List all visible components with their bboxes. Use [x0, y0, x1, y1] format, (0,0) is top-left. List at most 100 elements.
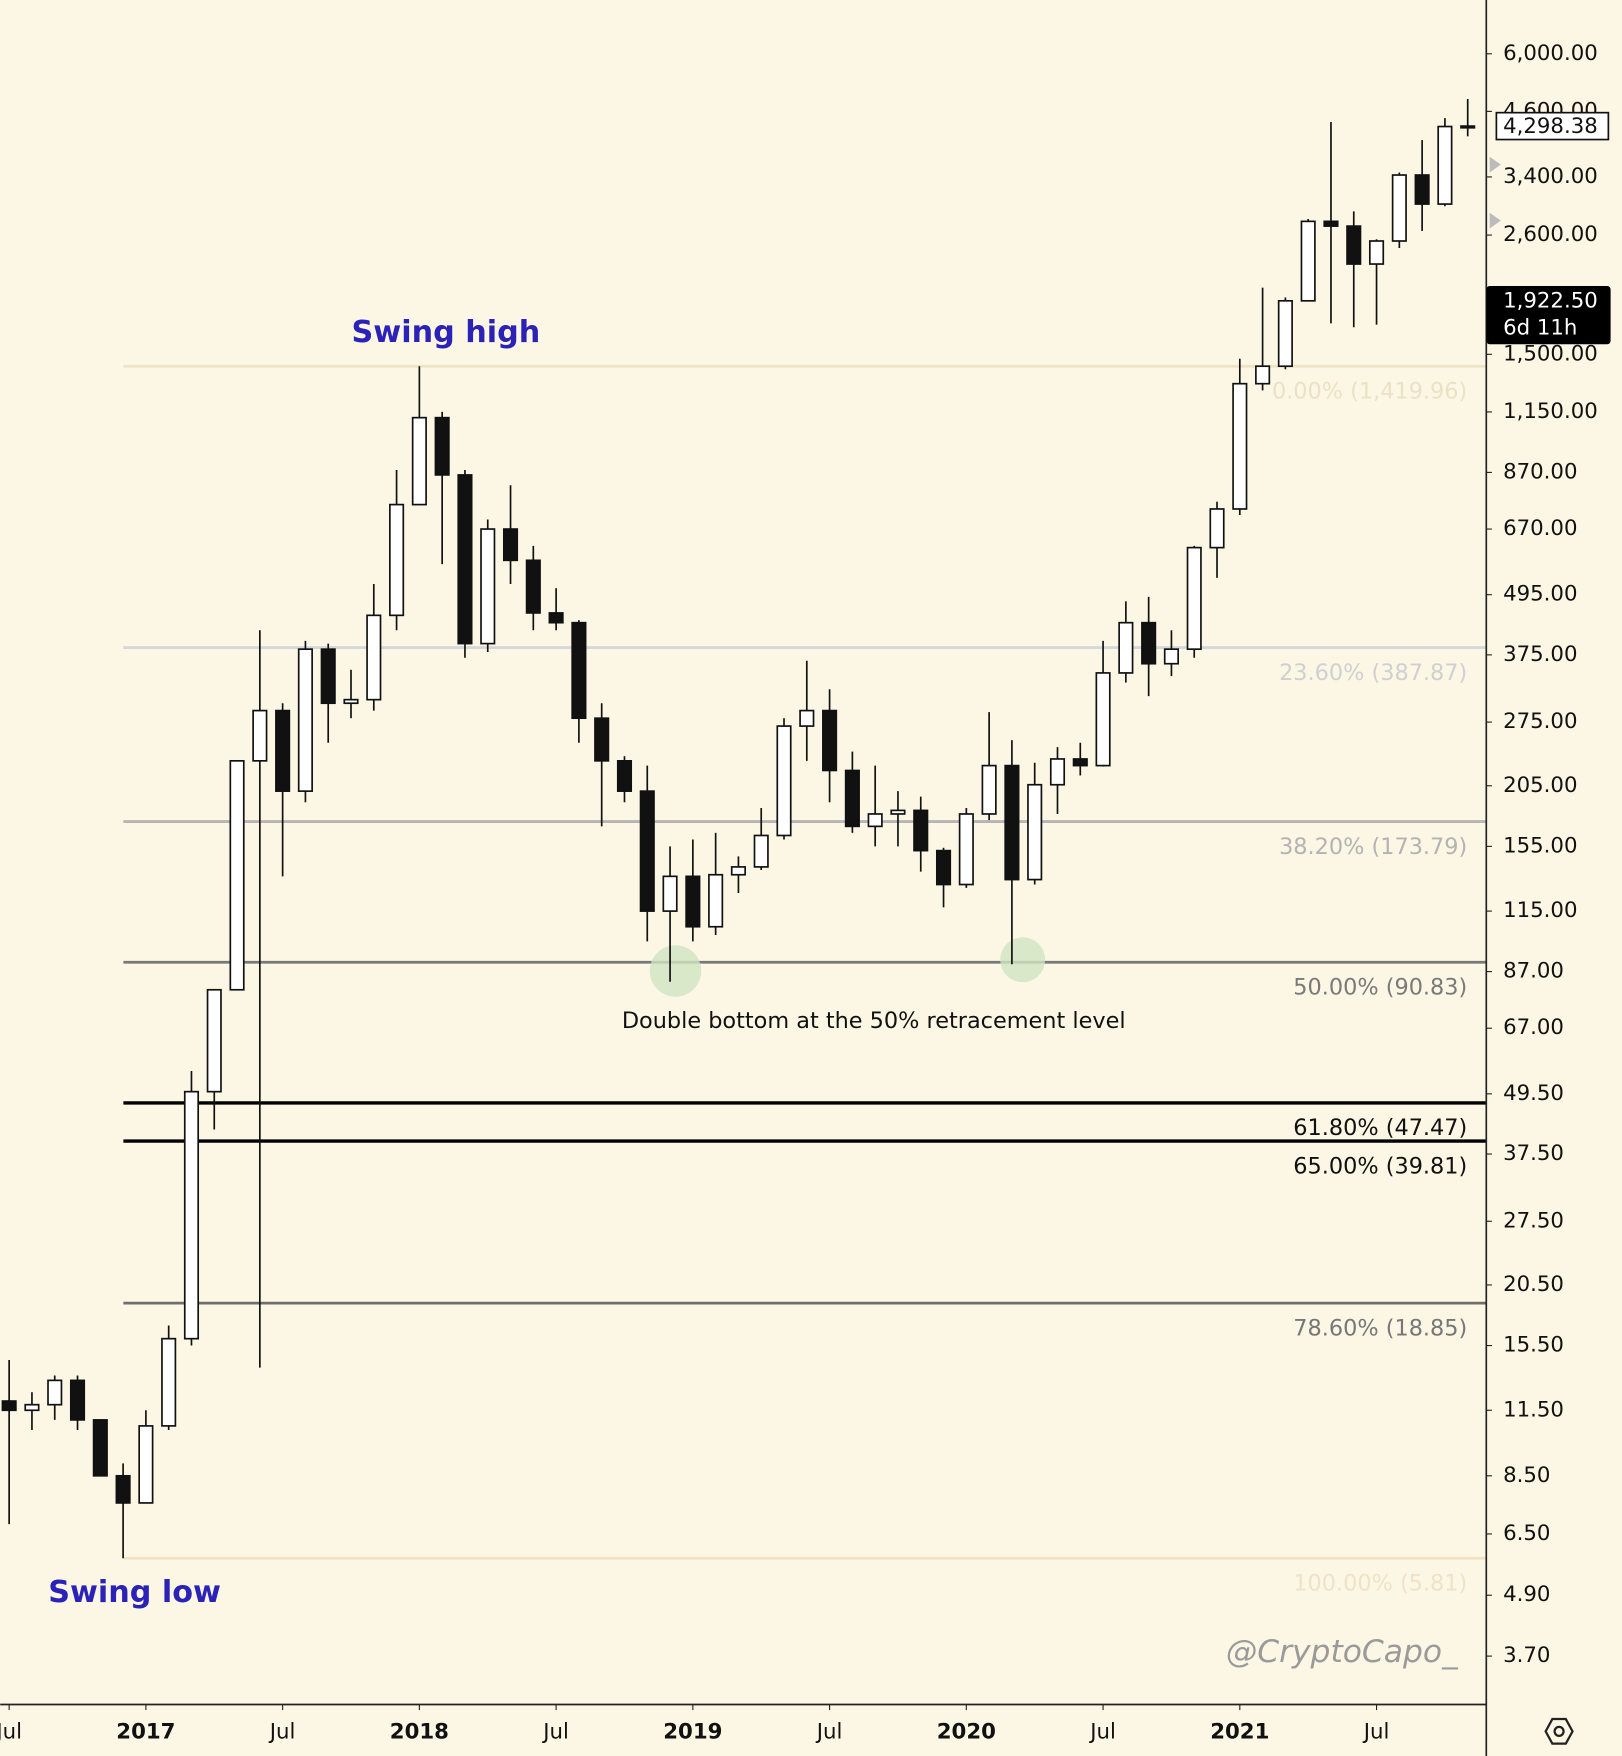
candle-body	[548, 612, 564, 624]
countdown-box	[1486, 285, 1611, 345]
candle-body	[115, 1474, 131, 1504]
candle-body	[252, 709, 268, 762]
y-tick-label: 155.00	[1503, 833, 1577, 858]
x-tick-label: Jul	[1362, 1719, 1390, 1744]
fib-label: 65.00% (39.81)	[1293, 1153, 1467, 1179]
x-tick-label: 2021	[1210, 1719, 1269, 1744]
candle-body	[24, 1403, 40, 1412]
candle-body	[457, 474, 473, 645]
candle-body	[981, 764, 997, 815]
candle-body	[1255, 365, 1271, 385]
candle-body	[320, 648, 336, 705]
last-price-label: 4,298.38	[1503, 114, 1598, 139]
candle-body	[1, 1400, 17, 1412]
candle-body	[138, 1425, 154, 1504]
candle-body	[776, 725, 792, 837]
x-tick-label: Jul	[541, 1719, 569, 1744]
y-tick-label: 870.00	[1503, 459, 1577, 484]
candle-body	[69, 1379, 86, 1421]
swing-low-label: Swing low	[48, 1575, 221, 1610]
candle-body	[1072, 758, 1088, 767]
y-tick-label: 20.50	[1503, 1272, 1564, 1297]
countdown-price-label: 1,922.50	[1503, 289, 1598, 314]
y-tick-label: 27.50	[1503, 1208, 1564, 1233]
candle-body	[1118, 621, 1134, 674]
fib-levels: 0.00% (1,419.96) 23.60% (387.87) 38.20% (1…	[123, 364, 1487, 1597]
y-tick-label: 275.00	[1503, 709, 1577, 734]
y-tick-label: 3.70	[1503, 1643, 1550, 1668]
candle-body	[1346, 225, 1362, 265]
highlight-circle	[1000, 937, 1046, 983]
x-axis: Jul 2017 Jul 2018 Jul 2019 Jul 2020 Jul 2021 Jul	[0, 1704, 1389, 1744]
y-tick-label: 6,000.00	[1503, 41, 1598, 66]
marker	[1489, 156, 1501, 173]
candle-body	[183, 1090, 200, 1340]
candle-body	[639, 790, 655, 912]
x-tick-label: Jul	[1088, 1719, 1116, 1744]
candle-body	[480, 528, 496, 645]
candle-body	[571, 621, 587, 720]
settings-icon[interactable]	[1544, 1717, 1574, 1745]
candle-body	[1368, 240, 1385, 265]
candle-body	[1323, 220, 1339, 227]
candle-body	[229, 759, 245, 991]
candle-body	[1460, 125, 1476, 129]
y-tick-label: 1,150.00	[1503, 399, 1598, 424]
fib-label: 78.60% (18.85)	[1293, 1315, 1467, 1341]
y-tick-label: 49.50	[1503, 1081, 1564, 1106]
y-tick-label: 3,400.00	[1503, 164, 1598, 189]
fib-label: 38.20% (173.79)	[1279, 834, 1467, 860]
candle-body	[1414, 174, 1430, 205]
candle-body	[502, 528, 519, 562]
y-tick-label: 495.00	[1503, 582, 1577, 607]
candle-body	[1232, 382, 1248, 510]
candle-body	[434, 416, 450, 476]
x-tick-label: 2017	[116, 1719, 175, 1744]
y-tick-label: 87.00	[1503, 959, 1564, 984]
y-tick-label: 4.90	[1503, 1582, 1550, 1607]
candle-body	[1004, 764, 1020, 881]
candle-body	[913, 809, 929, 852]
y-tick-label: 37.50	[1503, 1141, 1564, 1166]
x-tick-label: Jul	[815, 1719, 843, 1744]
candle-body	[616, 759, 633, 792]
candle-body	[799, 709, 815, 727]
y-tick-label: 670.00	[1503, 516, 1577, 541]
last-price-box	[1495, 111, 1610, 141]
x-tick-label: 2019	[663, 1719, 722, 1744]
x-tick-label: 2020	[937, 1719, 996, 1744]
swing-high-label: Swing high	[352, 315, 541, 350]
candle-body	[935, 849, 952, 886]
candle-body	[958, 813, 974, 886]
candle-body	[411, 416, 427, 506]
candles	[1, 99, 1476, 1559]
candle-body	[708, 873, 724, 928]
candle-body	[1391, 174, 1407, 242]
candle-body	[1186, 546, 1202, 650]
candle-body	[1300, 220, 1316, 302]
y-tick-label: 6.50	[1503, 1521, 1550, 1546]
fib-label: 100.00% (5.81)	[1293, 1571, 1467, 1597]
x-tick-label: 2018	[390, 1719, 449, 1744]
marker	[1489, 212, 1501, 229]
y-tick-label: 205.00	[1503, 773, 1577, 798]
fib-label: 0.00% (1,419.96)	[1272, 378, 1467, 404]
y-tick-label: 375.00	[1503, 642, 1577, 667]
candle-body	[206, 988, 222, 1093]
y-tick-label: 115.00	[1503, 898, 1577, 923]
candle-body	[366, 614, 382, 701]
candle-body	[1141, 621, 1157, 665]
candle-body	[867, 813, 883, 828]
y-tick-label: 67.00	[1503, 1015, 1564, 1040]
candle-body	[844, 769, 860, 828]
candle-body	[662, 875, 678, 912]
candle-body	[1277, 299, 1293, 368]
candle-body	[730, 866, 746, 876]
candle-body	[297, 648, 313, 792]
candle-body	[1437, 125, 1453, 205]
fib-label: 23.60% (387.87)	[1279, 660, 1467, 686]
candle-body	[275, 709, 291, 792]
watermark: @CryptoCapo_	[1226, 1634, 1458, 1670]
